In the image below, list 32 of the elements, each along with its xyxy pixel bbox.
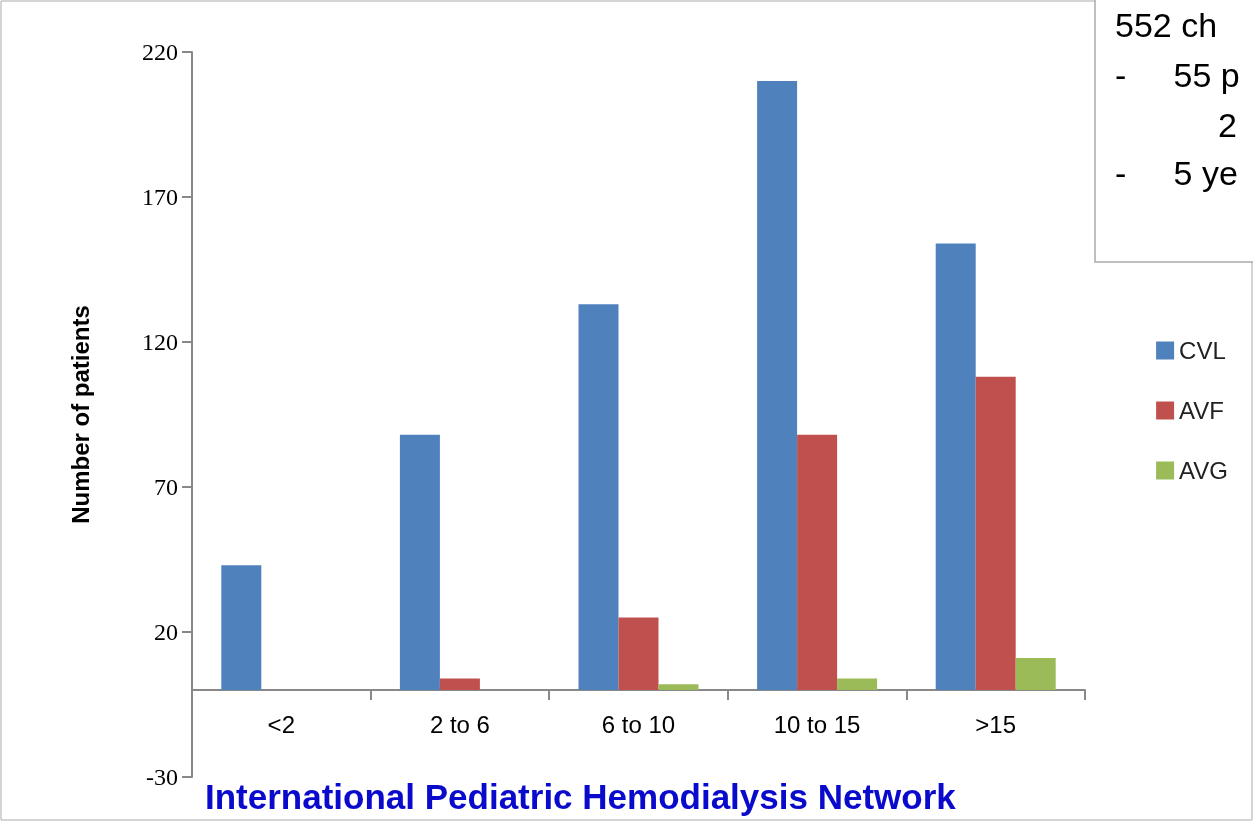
- x-tick-label: >15: [975, 710, 1017, 738]
- text: - 55 p: [1115, 56, 1240, 94]
- x-tick-label: <2: [267, 710, 295, 738]
- text: 552 ch: [1115, 6, 1218, 44]
- legend-label: AVG: [1179, 457, 1228, 484]
- bar: [399, 434, 440, 690]
- bar: [658, 684, 699, 690]
- bar: [578, 304, 619, 690]
- text: International Pediatric Hemodialysis Network: [205, 777, 957, 816]
- legend-label: AVF: [1179, 397, 1224, 424]
- bar: [757, 81, 798, 690]
- bar: [1015, 658, 1056, 690]
- x-tick-label: 6 to 10: [601, 710, 676, 738]
- text: 2: [1218, 106, 1237, 144]
- text: - 5 ye: [1115, 154, 1238, 192]
- bar: [935, 243, 976, 690]
- bar: [797, 434, 838, 690]
- y-tick-label: 120: [142, 329, 178, 355]
- x-tick-label: 10 to 15: [773, 710, 861, 738]
- y-tick-label: 170: [142, 184, 178, 210]
- y-tick-label: 20: [154, 619, 178, 645]
- legend-label: CVL: [1179, 337, 1226, 364]
- y-tick-label: 70: [154, 474, 178, 500]
- y-tick-label: 220: [142, 39, 178, 65]
- x-tick-label: 2 to 6: [429, 710, 490, 738]
- bar: [975, 376, 1016, 690]
- y-axis-title: Number of patients: [66, 305, 94, 524]
- bar: [837, 678, 878, 690]
- y-tick-label: -30: [146, 764, 178, 790]
- bar: [439, 678, 480, 690]
- bar: [618, 617, 659, 690]
- bar: [221, 565, 262, 690]
